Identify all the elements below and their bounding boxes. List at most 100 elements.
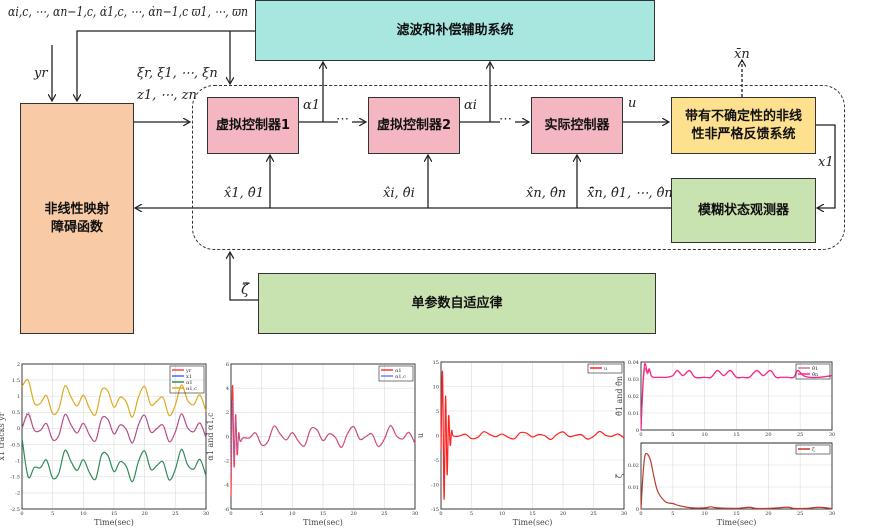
y-axis-label: θ̂1 and θ̂n	[615, 376, 624, 416]
x-tick-label: 0	[639, 432, 642, 438]
series-line-4	[21, 378, 207, 418]
barrier-line-2: 障碍函数	[50, 219, 103, 235]
x-tick-label: 20	[560, 511, 566, 517]
y-tick-label: -6	[224, 507, 229, 513]
x-tick-label: 5	[470, 511, 473, 517]
plant-box: 带有不确定性的非线 性非严格反馈系统	[671, 97, 816, 154]
y-tick-label: 0	[636, 507, 639, 513]
x-tick-label: 15	[320, 511, 326, 517]
x1-label: x1	[818, 155, 834, 170]
zeta-arrow	[230, 252, 258, 301]
x-axis-label: Time(sec)	[717, 518, 757, 527]
y-axis-label: u	[416, 433, 425, 438]
virtual-controller-1-label: 虚拟控制器1	[215, 117, 291, 133]
x-tick-label: 25	[381, 511, 387, 517]
dots-2: ⋯	[499, 112, 512, 127]
y-tick-label: 6	[226, 362, 229, 368]
y-tick-label: 0.02	[628, 394, 639, 400]
axes-frame	[640, 442, 833, 510]
controller-region	[192, 85, 845, 250]
u-label: u	[628, 96, 637, 111]
series-line-1	[440, 371, 625, 500]
actual-controller-label: 实际控制器	[544, 117, 610, 133]
legend-label: α1	[186, 380, 193, 386]
y-tick-label: 0.5	[12, 410, 20, 416]
legend-label: x1	[186, 374, 192, 380]
y-tick-label: 1.5	[12, 378, 20, 384]
alphai-label: αi	[464, 98, 477, 113]
series-line-1	[640, 367, 833, 431]
plant-line-1: 带有不确定性的非线	[684, 108, 802, 124]
series-line-2	[21, 411, 207, 444]
x-tick-label: 5	[51, 511, 54, 517]
fuzzy-observer-box: 模糊状态观测器	[671, 178, 816, 243]
x-tick-label: 25	[590, 511, 596, 517]
x-tick-label: 10	[80, 511, 86, 517]
diagram-connectors	[0, 30, 836, 301]
series-line-3	[21, 438, 207, 483]
x-tick-label: 30	[829, 511, 835, 517]
y-axis-label: α1 and α1,c	[206, 412, 215, 461]
y-tick-label: -1.5	[10, 475, 20, 481]
z-label: z1, ⋯, zn	[137, 88, 197, 103]
y-tick-label: -2	[15, 491, 20, 497]
legend-label: α1	[395, 368, 402, 374]
legend-label: α1,c	[186, 386, 197, 392]
y-tick-label: 0.04	[628, 360, 639, 366]
legend-box	[587, 363, 623, 374]
x-tick-label: 30	[203, 511, 209, 517]
y-tick-label: 0.03	[628, 377, 639, 383]
axes-frame	[230, 363, 416, 510]
plant-line-2: 性非严格反馈系统	[691, 126, 796, 142]
y-axis-label: ζ̂	[615, 473, 624, 478]
y-tick-label: 10	[433, 384, 439, 390]
legend-frame-spacer	[641, 362, 832, 430]
x-tick-label: 0	[229, 511, 232, 517]
series-line-1	[230, 385, 416, 497]
legend-frame-spacer	[441, 362, 624, 509]
legend-frame-spacer	[22, 364, 206, 509]
legend-box	[169, 365, 205, 394]
x-tick-label: 10	[289, 511, 295, 517]
x-tick-label: 5	[671, 511, 674, 517]
yr-label: yr	[34, 66, 48, 81]
estimate-1-label: x̂1, θ̂1	[224, 186, 264, 201]
x-axis-label: Time(sec)	[303, 518, 343, 527]
series-line-2	[640, 362, 833, 431]
x-tick-label: 15	[733, 511, 739, 517]
estimate-i-label: x̂i, θ̂i	[383, 186, 415, 201]
virtual-controller-2-box: 虚拟控制器2	[368, 97, 460, 154]
legend-label: θ̂1	[812, 366, 818, 372]
axes-frame	[640, 361, 833, 431]
x-tick-label: 5	[260, 511, 263, 517]
virtual-controller-1-box: 虚拟控制器1	[207, 97, 299, 154]
y-tick-label: -4	[224, 483, 229, 489]
xi-label: ξr, ξ1, ⋯, ξn	[137, 66, 218, 81]
barrier-line-1: 非线性映射	[44, 201, 110, 217]
y-tick-label: 0	[436, 433, 439, 439]
x-tick-label: 20	[141, 511, 147, 517]
x-tick-label: 5	[671, 432, 674, 438]
legend-frame-spacer	[231, 364, 415, 509]
series-line-1	[21, 413, 207, 444]
legend-box	[378, 365, 414, 382]
y-axis-label: x1 tracks yr	[0, 412, 6, 460]
filter-compensation-label: 滤波和补偿辅助系统	[396, 22, 514, 38]
y-tick-label: 15	[433, 360, 439, 366]
y-tick-label: 1	[17, 394, 20, 400]
x-tick-label: 0	[639, 511, 642, 517]
x-tick-label: 15	[529, 511, 535, 517]
plot-area	[440, 361, 625, 510]
zeta-label: ζ̂	[241, 280, 250, 298]
y-tick-label: -15	[431, 507, 439, 513]
estimate-all-label: x̄̂n, θ̂1, ⋯, θ̂n	[587, 186, 673, 201]
x1-feedback	[815, 124, 836, 208]
plot-area	[640, 361, 833, 431]
y-tick-label: 2	[17, 362, 20, 368]
alpha1-label: α1	[303, 98, 321, 113]
x-axis-label: Time(sec)	[513, 518, 553, 527]
fuzzy-observer-label: 模糊状态观测器	[697, 202, 789, 218]
y-tick-label: 0	[226, 434, 229, 440]
y-tick-label: -2	[224, 458, 229, 464]
